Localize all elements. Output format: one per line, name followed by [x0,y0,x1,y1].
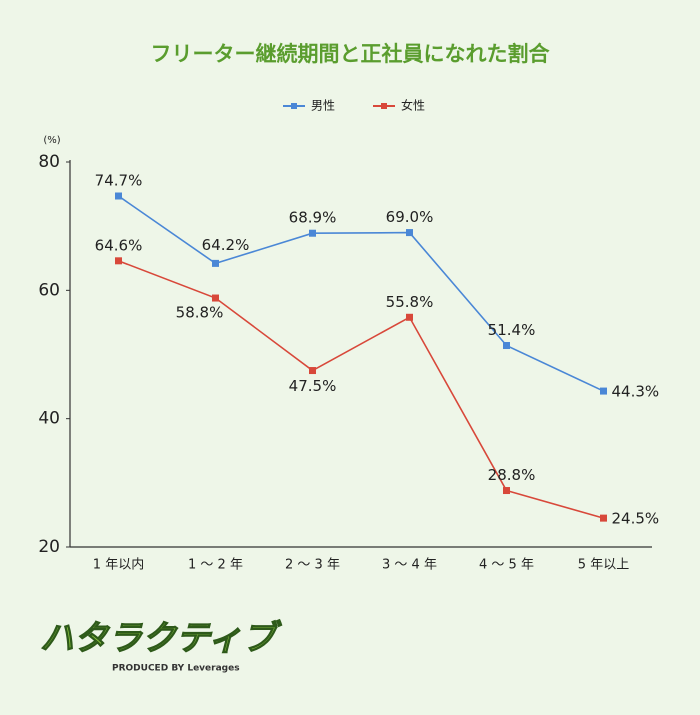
y-tick-label: 60 [38,280,60,300]
legend-marker [381,103,387,109]
y-tick-label: 80 [38,152,60,172]
series-line [118,195,604,392]
point [503,487,510,495]
y-unit: (%) [43,135,60,146]
data-label: 64.2% [202,236,250,254]
point [115,192,122,200]
series-line [118,260,604,519]
point [503,342,510,350]
x-tick-label: 5 年以上 [578,558,629,573]
data-label: 58.8% [176,304,224,322]
point [212,294,219,302]
data-label: 28.8% [488,466,536,484]
data-label: 51.4% [488,321,536,339]
data-label: 69.0% [386,208,434,226]
legend-marker [291,103,297,109]
data-label: 68.9% [289,209,337,227]
data-label: 55.8% [386,293,434,311]
logo-tagline: PRODUCED BY Leverages [112,664,240,674]
x-tick-label: 4 〜 5 年 [479,558,534,573]
point [406,313,413,321]
data-label: 64.6% [95,236,143,254]
point [115,257,122,265]
y-tick-label: 40 [38,409,60,429]
data-label: 24.5% [612,510,660,528]
data-label: 44.3% [612,383,660,401]
logo-mark: ハタラクティブ [40,619,282,659]
x-tick-label: 3 〜 4 年 [382,558,437,573]
chart-title: フリーター継続期間と正社員になれた割合 [151,42,551,66]
point [600,387,607,395]
point [309,229,316,237]
data-label: 47.5% [289,377,337,395]
data-label: 74.7% [95,172,143,190]
legend-label: 女性 [401,98,425,113]
point [600,514,607,522]
x-tick-label: 1 〜 2 年 [188,558,243,573]
x-tick-label: 1 年以内 [93,557,144,573]
x-tick-label: 2 〜 3 年 [285,558,340,573]
point [309,367,316,375]
point [406,229,413,237]
logo: ハタラクティブ PRODUCED BY Leverages [39,618,282,674]
point [212,259,219,267]
y-tick-label: 20 [38,537,60,557]
legend-label: 男性 [311,99,335,113]
